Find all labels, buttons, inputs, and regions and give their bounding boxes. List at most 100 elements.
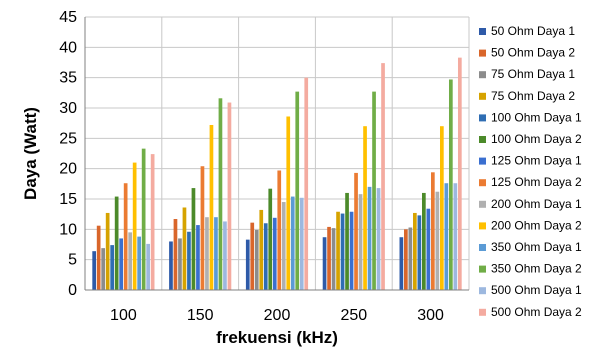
bar: [345, 192, 349, 290]
y-tick-label: 0: [68, 282, 77, 299]
bar: [367, 186, 372, 290]
legend-label: 75 Ohm Daya 1: [491, 67, 575, 81]
bar: [178, 238, 182, 290]
legend-label: 200 Ohm Daya 2: [491, 218, 582, 232]
y-tick-labels: 0 5 10 15 20 25 30 35 40 45: [59, 9, 77, 299]
bar: [299, 197, 304, 290]
bar: [205, 217, 209, 290]
bar: [110, 245, 115, 290]
y-tick-label: 30: [59, 100, 77, 117]
bar: [322, 237, 327, 290]
bar: [101, 248, 106, 290]
bar: [286, 116, 291, 290]
bar: [263, 223, 268, 290]
x-tick-label: 100: [110, 307, 137, 324]
y-tick-label: 20: [59, 161, 77, 178]
y-tick-label: 35: [59, 70, 77, 87]
y-tick-label: 25: [59, 130, 77, 147]
legend-swatch: [479, 136, 486, 143]
legend-label: 75 Ohm Daya 2: [491, 89, 575, 103]
bar: [123, 183, 128, 290]
bar: [444, 183, 449, 290]
bar: [214, 217, 218, 290]
bar: [340, 213, 345, 290]
bar: [417, 215, 422, 290]
legend-swatch: [479, 222, 486, 230]
bar: [435, 191, 440, 290]
legend-label: 100 Ohm Daya 2: [491, 132, 582, 146]
bar: [453, 183, 458, 290]
legend-swatch: [479, 157, 486, 165]
bar: [141, 148, 146, 290]
bar: [363, 126, 367, 290]
bar: [277, 170, 282, 290]
legend-swatch: [479, 92, 486, 100]
bar: [187, 231, 191, 290]
bar: [173, 219, 178, 290]
bar: [245, 239, 250, 290]
x-tick-label: 150: [187, 307, 214, 324]
bar: [182, 207, 187, 290]
x-tick-label: 250: [340, 307, 367, 324]
bar: [358, 194, 363, 290]
bar: [223, 221, 227, 290]
bar: [290, 196, 295, 290]
bar: [250, 222, 255, 290]
legend-swatch: [479, 265, 486, 273]
legend-label: 125 Ohm Daya 1: [491, 154, 582, 168]
bar: [399, 237, 404, 290]
bar: [457, 57, 462, 290]
bar: [349, 211, 354, 290]
legend-swatch: [479, 244, 486, 251]
legend-label: 350 Ohm Daya 2: [491, 262, 582, 276]
legend: 50 Ohm Daya 1 50 Ohm Daya 2 75 Ohm Daya 1 7…: [479, 24, 582, 319]
y-tick-label: 15: [59, 191, 77, 208]
bar: [295, 91, 300, 291]
bar: [422, 192, 426, 290]
bar: [381, 63, 385, 291]
bar: [268, 188, 273, 290]
legend-label: 50 Ohm Daya 1: [491, 24, 575, 38]
legend-label: 125 Ohm Daya 2: [491, 175, 582, 189]
legend-swatch: [479, 114, 486, 122]
bar: [196, 225, 200, 290]
legend-label: 100 Ohm Daya 1: [491, 110, 582, 124]
y-axis-title: Daya (Watt): [21, 107, 40, 200]
legend-label: 500 Ohm Daya 2: [491, 305, 582, 319]
bar: [227, 102, 232, 290]
bar: [304, 77, 309, 291]
legend-label: 500 Ohm Daya 1: [491, 283, 582, 297]
legend-label: 350 Ohm Daya 1: [491, 240, 582, 254]
bar: [439, 126, 444, 290]
bar: [254, 229, 259, 290]
bar: [96, 225, 101, 290]
bar: [272, 217, 277, 290]
bar: [354, 172, 358, 290]
axes: [84, 17, 469, 291]
bar: [92, 251, 97, 290]
bar: [413, 212, 417, 290]
legend-swatch: [479, 49, 486, 57]
bar: [376, 188, 381, 290]
bars: [92, 57, 462, 291]
bar: [200, 166, 205, 290]
legend-swatch: [479, 179, 486, 187]
bar: [281, 202, 286, 290]
y-tick-label: 40: [59, 39, 77, 56]
bar: [137, 236, 141, 290]
bar: [448, 79, 453, 290]
legend-swatch: [479, 28, 486, 35]
bar: [336, 211, 340, 290]
bar: [132, 162, 137, 290]
bar: [372, 91, 376, 291]
bar: [128, 232, 132, 290]
bar: [327, 226, 331, 290]
bar: [218, 98, 223, 290]
x-tick-labels: 100 150 200 250 300: [110, 307, 444, 324]
bar: [259, 209, 264, 290]
x-axis-title: frekuensi (kHz): [216, 328, 338, 347]
bar: [169, 241, 173, 290]
bar: [114, 196, 119, 290]
